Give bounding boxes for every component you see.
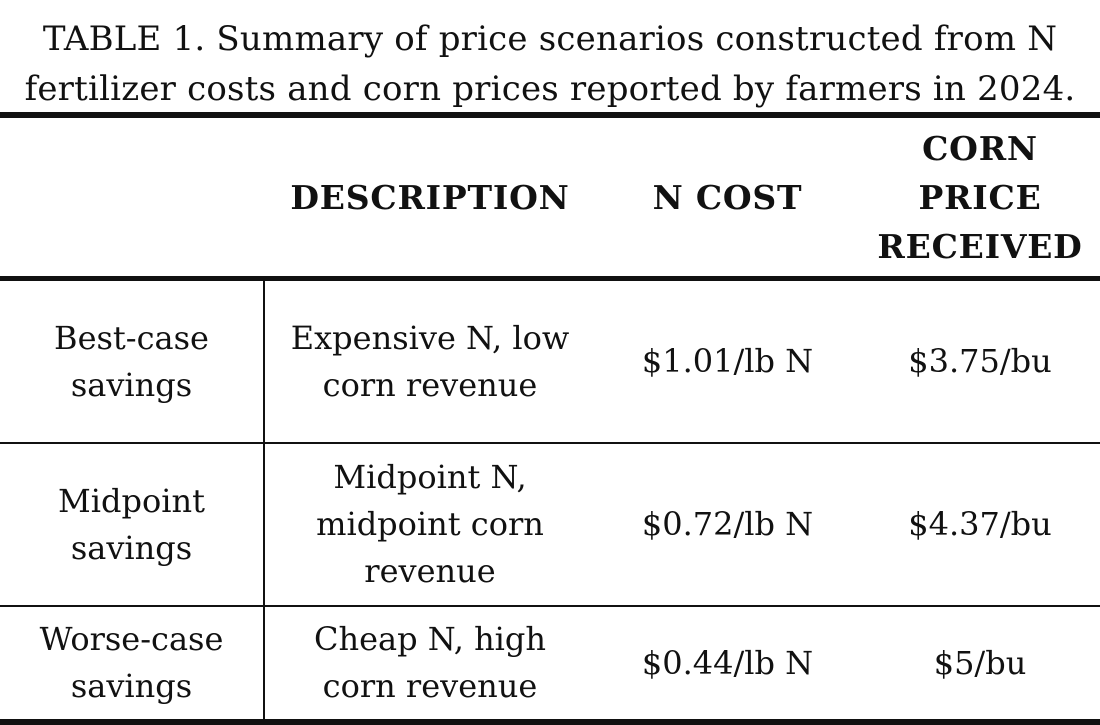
table-cell-scenario: Midpoint savings (0, 444, 263, 605)
description-line: midpoint corn (316, 505, 544, 543)
n-cost-value: $0.44/lb N (641, 643, 814, 682)
scenario-line: savings (70, 667, 193, 705)
scenario-line: savings (70, 528, 193, 567)
description-line: Expensive N, low (290, 318, 570, 357)
table-caption-line: fertilizer costs and corn prices reporte… (24, 69, 1076, 109)
n-cost-value: $0.72/lb N (641, 505, 814, 543)
description-line: Midpoint N, (333, 458, 527, 496)
header-n-cost: N COST (595, 118, 860, 276)
table-cell-corn-price: $4.37/bu (860, 444, 1100, 605)
column-divider (263, 281, 265, 719)
table-cell-description: Cheap N, high corn revenue (265, 607, 595, 719)
top-rule (0, 112, 1100, 118)
description-line: revenue (364, 552, 496, 590)
header-description-label: DESCRIPTION (290, 177, 570, 217)
description-line: corn revenue (322, 365, 538, 404)
header-corn-price-line: PRICE (918, 177, 1042, 217)
description-line: Cheap N, high (314, 620, 546, 658)
header-rule (0, 276, 1100, 281)
table-cell-description: Expensive N, low corn revenue (265, 281, 595, 442)
table-cell-n-cost: $1.01/lb N (595, 281, 860, 442)
header-corn-price-line: RECEIVED (877, 226, 1083, 266)
corn-price-value: $4.37/bu (908, 505, 1052, 543)
row-divider (0, 442, 1100, 444)
table-cell-corn-price: $3.75/bu (860, 281, 1100, 442)
header-corn-price-line: CORN (922, 128, 1038, 168)
scenario-line: Midpoint (58, 481, 205, 520)
description-line: corn revenue (322, 667, 538, 705)
n-cost-value: $1.01/lb N (641, 342, 814, 380)
scenario-line: Worse-case (39, 620, 224, 658)
header-n-cost-label: N COST (652, 177, 803, 217)
table-cell-n-cost: $0.72/lb N (595, 444, 860, 605)
corn-price-value: $3.75/bu (908, 342, 1052, 380)
table-caption-line: TABLE 1. Summary of price scenarios cons… (42, 19, 1058, 59)
table-caption: TABLE 1. Summary of price scenarios cons… (0, 14, 1100, 114)
header-description: DESCRIPTION (265, 118, 595, 276)
table-cell-scenario: Worse-case savings (0, 607, 263, 719)
table-cell-n-cost: $0.44/lb N (595, 607, 860, 719)
corn-price-value: $5/bu (933, 643, 1027, 682)
scenario-line: Best-case (54, 318, 209, 357)
table-cell-scenario: Best-case savings (0, 281, 263, 442)
row-divider (0, 605, 1100, 607)
scenario-line: savings (70, 365, 193, 404)
header-corn-price: CORN PRICE RECEIVED (860, 118, 1100, 276)
bottom-rule (0, 719, 1100, 725)
table-cell-description: Midpoint N, midpoint corn revenue (265, 444, 595, 605)
table-cell-corn-price: $5/bu (860, 607, 1100, 719)
